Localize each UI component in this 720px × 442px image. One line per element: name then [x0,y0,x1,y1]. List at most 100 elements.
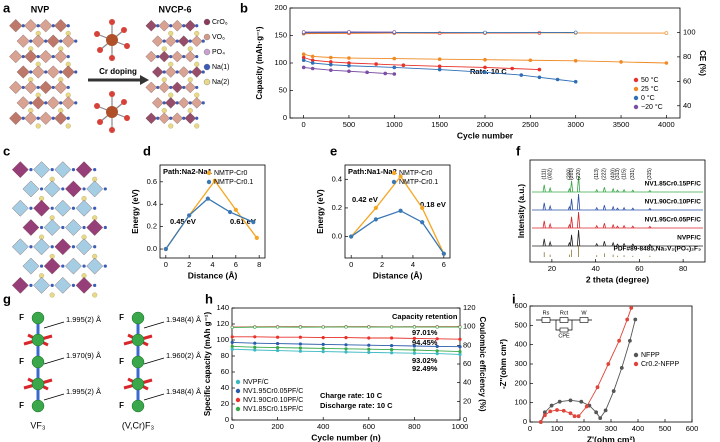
pointer [43,393,65,401]
atom [65,123,71,129]
data-point [441,251,446,256]
atom [50,168,54,172]
y-tick-label: 50 [279,85,287,94]
legend-marker [203,33,211,41]
y-tick-label: 140 [216,303,229,312]
panel-label: b [240,0,248,15]
y-tick-label: 0.4 [147,199,157,208]
atom [59,70,63,74]
atom [51,85,55,90]
y-tick-label: 0.2 [332,203,342,212]
atom [61,225,65,230]
data-point [276,346,280,350]
data-point [276,348,280,353]
polyhedron [165,97,177,109]
peak-label: (201) [569,168,575,180]
atom [93,168,97,172]
data-point [458,337,462,341]
data-point [510,66,515,71]
atom [31,377,45,391]
atom [39,264,44,268]
peak [548,222,552,229]
atom [121,27,127,33]
y-tick-label: 500 [514,320,527,329]
atom [39,225,44,230]
atom [169,54,173,59]
polyhedron [171,19,183,32]
peak [595,242,599,247]
y-tick-label: 600 [514,301,527,310]
atom [35,123,41,129]
peak [631,243,635,247]
y-tick-label: 300 [514,359,527,368]
y-axis-label: Specific capacity (mAh g⁻¹) [203,312,212,417]
peak [631,207,635,211]
y-axis-label: Capacity (mAh·g⁻¹) [255,26,264,99]
data-point [367,350,371,355]
plot-frame [344,164,451,259]
y-tick-label: 0 [523,417,527,426]
data-point [555,77,560,82]
data-point [321,342,325,347]
arrow-head [140,75,149,85]
y2-tick-label: 80 [683,52,691,61]
data-point [310,66,315,71]
atom [201,70,205,74]
data-point [347,56,351,60]
data-point [420,205,425,211]
data-point [373,217,378,222]
peak [595,206,599,211]
legend-marker [633,77,639,83]
y2-axis-label: CE (%) [698,50,707,76]
x-axis-label: Z'(ohm cm²) [587,434,635,442]
peak-label: (222) [602,168,608,180]
arrow-label: Cr doping [99,67,137,76]
polyhedron [75,161,93,179]
data-point [301,65,306,70]
bond-length: 1.960(2) Å [166,351,201,360]
data-point [435,337,439,341]
polyhedron [152,35,164,47]
atom [51,116,55,120]
legend-label: Na(1) [212,64,230,71]
atom [187,46,193,52]
polyhedron [54,19,68,33]
peak [569,234,574,247]
circuit-label: W [581,310,587,316]
peak [569,198,574,211]
bond-length: 1.995(2) Å [66,387,101,396]
data-point [383,71,388,76]
series-line [350,175,445,254]
data-point [557,399,562,404]
polyhedron [171,112,183,125]
polyhedron [75,238,93,256]
data-point [230,325,234,330]
data-point [420,220,425,225]
x-tick-label: 3000 [567,120,584,129]
y-tick-label: 80 [221,351,229,360]
atom [61,264,65,268]
polyhedron [9,19,23,33]
peak [602,241,606,247]
data-point [390,344,394,348]
data-point [603,408,608,413]
data-point [598,416,603,421]
atom-label: F [119,357,124,366]
data-point [344,350,348,354]
x-tick-label: 2500 [522,120,539,129]
legend-label: −20 °C [641,103,663,111]
x-tick-label: 2000 [477,120,494,129]
atom [169,85,173,90]
y-tick-label: 0.4 [332,174,342,183]
peak-label: (200) [567,168,573,180]
y2-axis-label: Coulombic efficiency (%) [478,316,487,411]
series-label: NV1.95Cr0.05PF/C [645,217,702,224]
data-point [392,30,397,34]
data-point [519,73,524,77]
data-point [398,174,403,179]
polyhedron [145,50,157,63]
polyhedron [75,199,93,217]
data-point [298,325,303,329]
x-tick-label: 400 [632,424,645,433]
pointer [43,321,65,329]
